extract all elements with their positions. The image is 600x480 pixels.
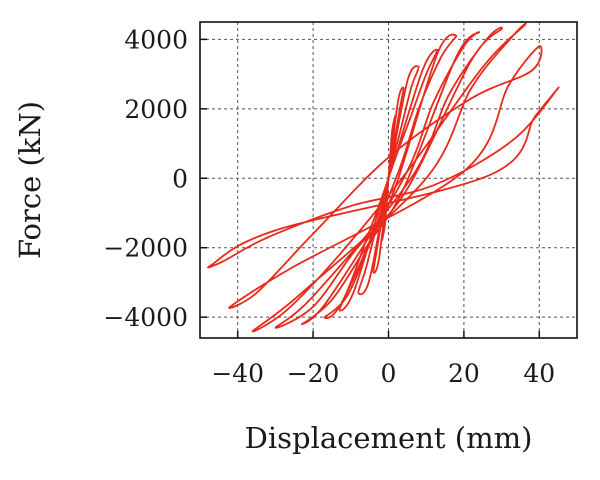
hysteresis-loop [228,45,543,309]
x-tick-labels: −40 −20 0 20 40 [211,359,555,388]
y-axis-label: Force (kN) [13,101,47,259]
x-axis-label: Displacement (mm) [245,421,533,455]
hysteresis-loops [207,22,560,333]
y-tick-label: −2000 [103,234,188,263]
y-tick-labels: −4000 −2000 0 2000 4000 [103,25,188,332]
hysteresis-loop [274,26,503,329]
x-tick-label: −40 [211,359,264,388]
y-tick-label: −4000 [103,303,188,332]
y-tick-label: 0 [172,164,188,193]
hysteresis-loop [251,22,527,333]
x-tick-label: 20 [448,359,480,388]
x-tick-label: −20 [287,359,340,388]
y-tick-label: 4000 [124,25,188,54]
hysteresis-loop [338,48,439,312]
axis-ticks [200,38,541,338]
x-tick-label: 0 [381,359,397,388]
x-tick-label: 40 [523,359,555,388]
hysteresis-loop [207,86,560,269]
y-tick-label: 2000 [124,95,188,124]
